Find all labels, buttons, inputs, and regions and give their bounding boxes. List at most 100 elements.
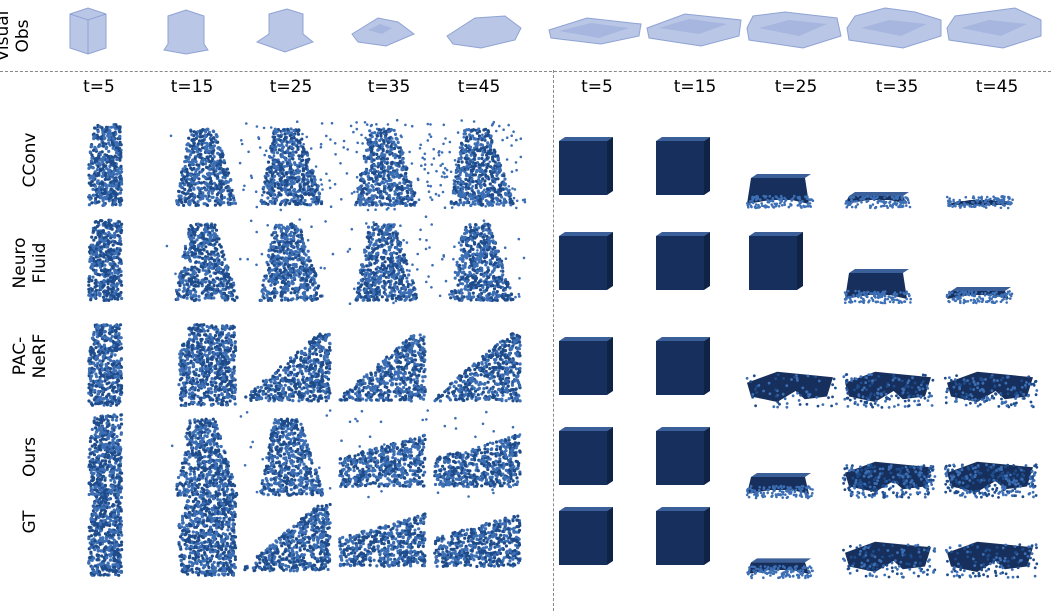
particle [215,196,219,200]
particle [406,200,410,203]
particle [118,135,122,139]
particle [486,187,490,192]
particle [198,255,202,259]
particle [308,259,312,263]
particle [385,229,389,233]
particle [450,206,454,209]
particle [461,185,465,190]
particle [258,146,262,149]
particle [196,142,200,146]
particle [455,169,459,173]
particle [382,248,386,252]
particle [331,252,335,256]
particle [410,124,414,128]
particle [461,147,464,150]
particle [311,276,314,279]
particle [306,249,310,253]
particle [194,252,198,256]
particle [485,166,489,170]
particle [263,153,266,157]
particle [393,190,396,193]
particle [99,137,103,141]
particle [197,163,201,167]
particle [364,294,368,298]
particle [388,285,392,289]
particle [264,176,268,180]
particle [373,297,377,302]
particle [204,276,208,281]
particle [178,182,182,186]
particle [500,195,504,199]
particle [265,171,269,175]
visual-obs-line1: Visual [0,10,13,62]
particle [220,155,225,159]
particle [482,192,486,196]
particle [480,156,484,161]
particle [192,186,196,190]
particle [302,283,306,287]
particle [323,267,326,270]
particle [220,193,224,198]
particle [272,154,276,157]
particle [270,291,274,295]
particle [108,136,112,140]
particle [355,175,359,179]
particle [386,141,390,145]
particle [190,250,194,254]
particle [96,258,100,262]
particle [497,163,501,167]
particle [93,126,97,130]
particle [381,177,385,181]
particle [379,154,383,158]
particle [296,234,300,238]
particle [220,270,224,274]
particle [229,178,233,182]
particle [454,163,458,166]
particle [111,146,115,150]
visual-obs-right-t35 [845,6,945,50]
particle [179,185,183,189]
particle [314,297,318,301]
particle [383,232,387,236]
particle [386,145,390,149]
particle [465,191,470,195]
particle [372,168,376,172]
particle [225,282,229,286]
particle [247,150,250,154]
particle [203,133,207,137]
particle [249,219,253,223]
particle [303,260,307,263]
particle [207,194,211,198]
particle [293,187,297,192]
row-label-gt: GT [20,482,40,562]
particle [392,269,396,273]
particle [270,144,274,148]
particle [107,291,111,295]
particle [274,198,279,202]
particle [392,173,395,177]
particle [369,176,373,180]
particle [498,199,502,203]
particle [491,159,495,163]
particle [111,142,115,146]
particle [303,298,307,302]
particle [96,200,100,204]
row-label-neurofluid-line1: Neuro [10,237,30,289]
particle [273,127,277,131]
particle [386,256,390,261]
particle [373,171,377,175]
particle [453,159,457,162]
particle [390,203,393,207]
particle [482,146,486,150]
particle [183,250,187,254]
particle [295,297,298,301]
particle [204,148,208,152]
particle [190,245,194,250]
particle [398,155,402,159]
particle [402,177,406,181]
particle [363,203,367,207]
particle [109,255,113,259]
particle [346,148,349,151]
particle [307,203,312,207]
particle [105,225,109,229]
